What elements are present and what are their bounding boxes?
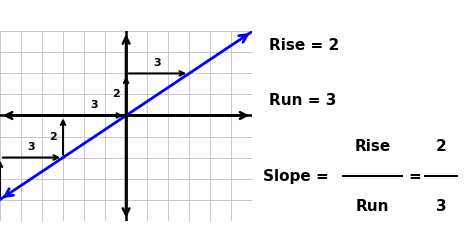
Text: Rise: Rise bbox=[354, 139, 390, 154]
Text: 2: 2 bbox=[112, 89, 120, 100]
Text: Run: Run bbox=[356, 199, 389, 214]
Text: Slope =: Slope = bbox=[263, 169, 334, 184]
Text: Rise = 2: Rise = 2 bbox=[269, 38, 340, 53]
Text: 2: 2 bbox=[436, 139, 446, 154]
Text: 3: 3 bbox=[436, 199, 446, 214]
Text: Run = 3: Run = 3 bbox=[269, 93, 337, 108]
Text: 3: 3 bbox=[28, 142, 35, 152]
Text: 2: 2 bbox=[49, 132, 57, 142]
Text: 3: 3 bbox=[154, 58, 162, 68]
Text: =: = bbox=[409, 169, 427, 184]
Text: 3: 3 bbox=[91, 100, 99, 110]
